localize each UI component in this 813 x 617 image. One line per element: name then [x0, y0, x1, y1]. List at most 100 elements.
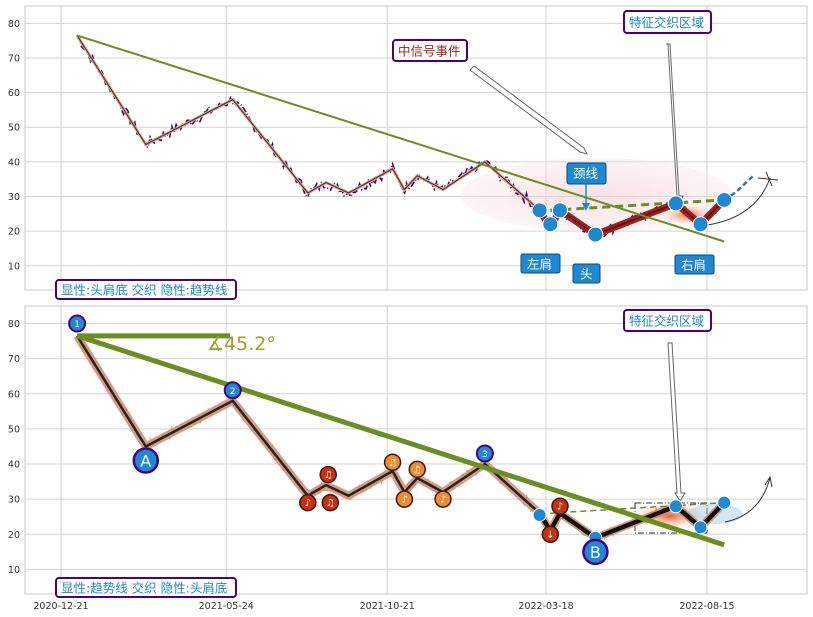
top-pattern-label-box: 显性:头肩底 交织 隐性:趋势线: [55, 279, 237, 300]
zone-callout-arrow: [667, 342, 686, 502]
pattern-point: [668, 499, 683, 514]
pattern-point: [531, 202, 548, 219]
note-glyph: ♫: [388, 458, 397, 469]
mid-signal-label: 中信号事件: [398, 44, 461, 59]
pattern-point: [692, 216, 709, 233]
top-zone-box: 特征交织区域: [623, 10, 712, 34]
pattern-point: [716, 191, 733, 208]
top-overlay: ♩: [76, 34, 779, 250]
projection-arc: [699, 177, 771, 227]
note-glyph: ♫: [326, 498, 335, 509]
signal-callout-arrow: [469, 65, 588, 155]
y-tick-label: 30: [8, 192, 20, 203]
note-marker: [321, 493, 340, 512]
y-tick-label: 60: [8, 389, 20, 400]
point-b-marker: [582, 538, 609, 566]
note-glyph: ♫: [413, 465, 422, 476]
bottom-grid: [25, 306, 807, 594]
y-tick-label: 70: [8, 354, 20, 365]
note-glyph: ♪: [440, 495, 446, 506]
x-tick-label: 2022-03-18: [518, 601, 573, 612]
y-tick-label: 40: [8, 460, 20, 471]
projection-arrowhead: [757, 171, 779, 187]
x-tick-label: 2021-10-21: [360, 601, 415, 612]
projection-arc: [724, 477, 771, 523]
x-tick-label: 2022-08-15: [679, 601, 734, 612]
bottom-zone-box: 特征交织区域: [623, 309, 712, 332]
right-shoulder-label-box: 右肩: [674, 254, 715, 275]
left-shoulder-label: 左肩: [527, 257, 552, 272]
pattern-point: [587, 226, 604, 243]
neck-line: [550, 501, 725, 514]
mid-signal-box: 中信号事件: [392, 39, 468, 62]
note-glyph: ♫: [324, 470, 333, 481]
head-label: 头: [580, 267, 593, 282]
numbered-marker-label: 1: [74, 320, 80, 330]
note-marker: [395, 490, 414, 508]
numbered-marker: [475, 444, 494, 463]
y-tick-label: 30: [8, 495, 20, 506]
angle-label: ∡45.2°: [207, 333, 276, 355]
x-tick-label: 2020-12-21: [33, 601, 88, 612]
numbered-marker: [68, 314, 87, 333]
top-y-ticks: 10 20 30 40 50 60 70 80: [8, 19, 20, 272]
neckline-label: 颈线: [573, 166, 599, 181]
bottom-y-ticks: 10 20 30 40 50 60 70 80: [8, 319, 20, 576]
note-marker: [551, 497, 569, 515]
y-tick-label: 80: [8, 19, 20, 30]
y-tick-label: 80: [8, 319, 20, 330]
y-tick-label: 50: [8, 123, 20, 134]
note-marker: [383, 453, 402, 472]
numbered-marker: [223, 381, 242, 400]
pattern-point: [542, 216, 559, 233]
numbered-marker-label: 2: [230, 387, 236, 397]
y-tick-label: 40: [8, 157, 20, 168]
pattern-point: [551, 202, 568, 219]
y-tick-label: 20: [8, 227, 20, 238]
y-tick-label: 20: [8, 530, 20, 541]
bottom-overlay: ♪ ♫ ♫ ♫ ♪ ♫ ♪ ↓ ♪ 1 2 3 A B: [68, 314, 773, 566]
note-glyph: ♪: [305, 498, 311, 509]
bottom-pattern-label-box: 显性:趋势线 交织 隐性:头肩底: [55, 577, 237, 598]
right-shoulder-label: 右肩: [681, 258, 706, 273]
note-marker: [541, 525, 560, 544]
y-tick-label: 60: [8, 88, 20, 99]
top-panel: 10 20 30 40 50 60 70 80 ♩ 显性:头肩底 交织 隐性:趋势线 中信号事…: [8, 5, 808, 300]
left-shoulder-label-box: 左肩: [520, 253, 561, 274]
note-marker: [434, 490, 452, 508]
bottom-pattern-label: 显性:趋势线 交织 隐性:头肩底: [61, 581, 227, 596]
x-tick-label: 2021-05-24: [199, 601, 254, 612]
pattern-point: [693, 520, 708, 535]
y-tick-label: 50: [8, 424, 20, 435]
point-a-marker: [132, 447, 160, 474]
top-zone-label: 特征交织区域: [629, 15, 704, 30]
x-axis-ticks: 2020-12-21 2021-05-24 2021-10-21 2022-03-18…: [33, 601, 734, 612]
neckline-pointer-head: [582, 203, 590, 211]
signal-ellipse: [461, 158, 733, 232]
point-a-marker-label: A: [140, 452, 151, 471]
note-glyph: ♪: [401, 495, 407, 506]
trend-line: [76, 333, 725, 548]
head-marker-glyph: ♩: [585, 240, 589, 250]
y-tick-label: 10: [8, 261, 20, 272]
note-marker: [319, 465, 337, 484]
neckline-label-box: 颈线: [566, 162, 607, 185]
pattern-point: [667, 195, 684, 212]
y-tick-label: 70: [8, 53, 20, 64]
note-glyph: ↓: [546, 530, 554, 541]
pattern-point: [717, 495, 732, 510]
numbered-marker-label: 3: [482, 450, 488, 460]
projection-arrowhead: [764, 475, 773, 488]
point-b-marker-label: B: [590, 543, 601, 562]
top-pattern-label: 显性:头肩底 交织 隐性:趋势线: [61, 283, 228, 298]
bottom-zone-label: 特征交织区域: [629, 314, 704, 329]
pattern-point: [532, 507, 547, 522]
neck-line: [550, 198, 725, 212]
y-tick-label: 10: [8, 565, 20, 576]
note-marker: [408, 460, 427, 479]
head-label-box: 头: [572, 263, 601, 284]
note-glyph: ♪: [557, 502, 563, 513]
note-marker: [299, 493, 317, 512]
